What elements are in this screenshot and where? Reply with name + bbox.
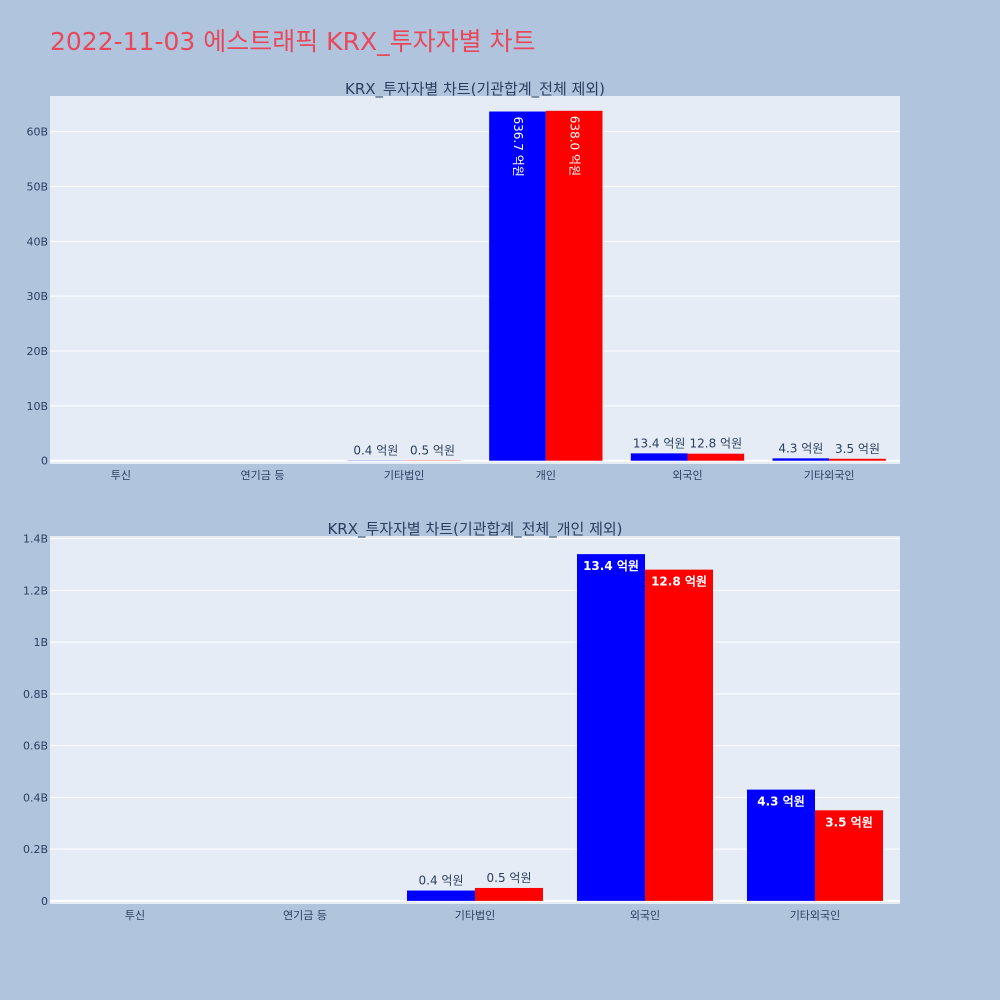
- chart-panel-top: KRX_투자자별 차트(기관합계_전체 제외) 0 10B 20B 30B 40B 50B 6…: [26, 80, 900, 480]
- data-label: 4.3 억원: [778, 441, 823, 455]
- y-tick-label: 0.2B: [23, 843, 48, 856]
- x-tick-label: 투신: [125, 909, 145, 922]
- y-tick-label: 1.4B: [23, 533, 48, 546]
- data-label: 0.5 억원: [487, 871, 532, 885]
- bar: [687, 453, 745, 461]
- data-label: 3.5 억원: [825, 815, 873, 829]
- data-label: 13.4 억원: [583, 559, 639, 573]
- bar: [772, 458, 830, 461]
- y-tick-label: 1.2B: [23, 584, 48, 597]
- chart-title: KRX_투자자별 차트(기관합계_전체 제외): [345, 80, 605, 99]
- y-tick-label: 1B: [33, 636, 48, 649]
- bar: [407, 890, 475, 901]
- x-tick-label: 개인: [536, 469, 556, 480]
- data-label: 12.8 억원: [690, 437, 743, 451]
- data-label: 3.5 억원: [835, 442, 880, 456]
- x-tick-label: 연기금 등: [283, 909, 327, 922]
- bar: [747, 789, 815, 901]
- data-label: 4.3 억원: [757, 795, 805, 809]
- data-label: 0.4 억원: [353, 443, 398, 457]
- data-label: 636.7 억원: [511, 117, 525, 177]
- x-tick-label: 기타법인: [384, 469, 424, 480]
- page-title: 2022-11-03 에스트래픽 KRX_투자자별 차트: [50, 27, 536, 56]
- bar: [475, 887, 543, 901]
- x-tick-label: 기타법인: [455, 909, 495, 922]
- y-tick-label: 60B: [26, 126, 48, 139]
- y-tick-label: 0.8B: [23, 688, 48, 701]
- y-tick-label: 10B: [26, 400, 48, 413]
- y-tick-label: 30B: [26, 290, 48, 303]
- data-label: 638.0 억원: [568, 116, 582, 176]
- chart-panel-bottom: KRX_투자자별 차트(기관합계_전체_개인 제외) 0 0.2B 0.4B 0.6B 0…: [23, 520, 900, 922]
- bar: [645, 569, 713, 901]
- x-tick-label: 연기금 등: [241, 469, 285, 480]
- bar: [545, 110, 603, 461]
- bar: [829, 458, 886, 461]
- y-tick-label: 0: [41, 895, 48, 908]
- x-tick-label: 기타외국인: [790, 909, 841, 922]
- bar: [815, 810, 883, 901]
- x-tick-label: 외국인: [672, 469, 702, 480]
- bar: [630, 453, 688, 461]
- bar: [577, 554, 645, 901]
- chart-title: KRX_투자자별 차트(기관합계_전체_개인 제외): [327, 520, 622, 539]
- plot-area: [50, 96, 900, 464]
- x-tick-label: 기타외국인: [804, 469, 855, 480]
- data-label: 0.5 억원: [410, 443, 455, 457]
- data-label: 12.8 억원: [651, 575, 707, 589]
- y-tick-label: 0.4B: [23, 791, 48, 804]
- y-tick-label: 50B: [26, 180, 48, 193]
- data-label: 0.4 억원: [419, 874, 464, 888]
- y-tick-label: 0.6B: [23, 740, 48, 753]
- x-tick-label: 투신: [111, 469, 131, 480]
- y-tick-label: 20B: [26, 345, 48, 358]
- y-tick-label: 40B: [26, 235, 48, 248]
- y-tick-label: 0: [41, 455, 48, 468]
- bar: [489, 111, 546, 461]
- x-tick-label: 외국인: [630, 909, 660, 922]
- data-label: 13.4 억원: [633, 436, 686, 450]
